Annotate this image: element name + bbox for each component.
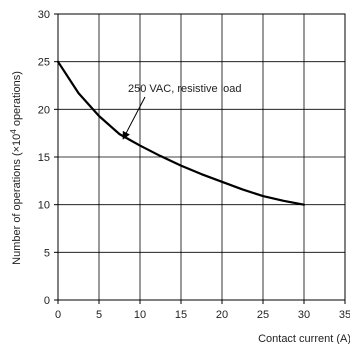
y-axis-label: Number of operations (×104 operations): [9, 71, 23, 265]
x-tick-label: 5: [96, 309, 102, 321]
y-axis-label-tail: operations): [11, 71, 23, 129]
y-axis-label-exp: 4: [9, 129, 18, 134]
y-tick-label: 20: [38, 104, 50, 116]
x-tick-labels: 0 5 10 15 20 25 30 35: [55, 300, 350, 321]
y-tick-label: 25: [38, 57, 50, 69]
y-tick-label: 0: [44, 295, 50, 307]
series-layer: [56, 60, 306, 206]
y-tick-labels: 0 5 10 15 20 25 30: [38, 9, 58, 307]
x-tick-label: 20: [216, 309, 228, 321]
annotation-label: 250 VAC, resistive load: [128, 83, 242, 95]
y-tick-label: 30: [38, 9, 50, 21]
x-tick-label: 25: [257, 309, 269, 321]
x-tick-label: 0: [55, 309, 61, 321]
annotation-layer: 250 VAC, resistive load: [122, 83, 242, 140]
x-tick-label: 10: [134, 309, 146, 321]
annotation-arrow: [122, 96, 146, 140]
y-tick-label: 5: [44, 247, 50, 259]
x-tick-label: 30: [298, 309, 310, 321]
x-tick-label: 15: [175, 309, 187, 321]
grid: [57, 13, 346, 301]
series-line: [56, 60, 306, 206]
x-axis-label: Contact current (A): [258, 333, 350, 344]
y-tick-label: 10: [38, 200, 50, 212]
y-tick-label: 15: [38, 152, 50, 164]
y-axis-label-main: Number of operations (×10: [11, 134, 23, 265]
x-tick-label: 35: [339, 309, 350, 321]
